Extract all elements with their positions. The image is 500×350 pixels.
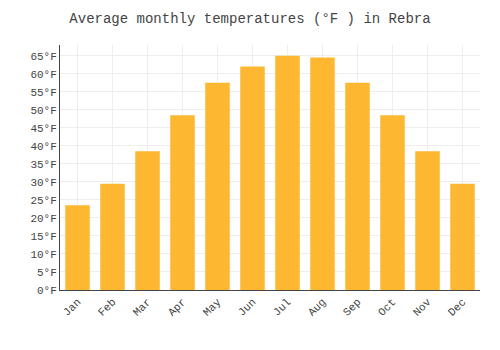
svg-text:25°F: 25°F	[30, 195, 56, 207]
svg-text:65°F: 65°F	[30, 51, 56, 63]
svg-text:Sep: Sep	[341, 296, 363, 318]
svg-text:Nov: Nov	[411, 296, 434, 319]
svg-text:40°F: 40°F	[30, 141, 56, 153]
svg-text:55°F: 55°F	[30, 87, 56, 99]
svg-text:30°F: 30°F	[30, 177, 56, 189]
svg-text:60°F: 60°F	[30, 69, 56, 81]
svg-text:May: May	[201, 296, 224, 319]
svg-text:45°F: 45°F	[30, 123, 56, 135]
svg-text:Jul: Jul	[271, 296, 293, 318]
svg-text:5°F: 5°F	[37, 267, 57, 279]
svg-text:Dec: Dec	[446, 296, 468, 318]
svg-text:Oct: Oct	[376, 296, 398, 318]
svg-text:15°F: 15°F	[30, 231, 56, 243]
svg-text:35°F: 35°F	[30, 159, 56, 171]
svg-text:Jun: Jun	[236, 296, 258, 318]
svg-text:0°F: 0°F	[37, 285, 57, 297]
svg-text:Aug: Aug	[306, 296, 328, 318]
svg-text:10°F: 10°F	[30, 249, 56, 261]
svg-text:Mar: Mar	[131, 296, 153, 318]
svg-text:Average monthly temperatures (: Average monthly temperatures (°F ) in Re…	[69, 11, 430, 27]
svg-text:50°F: 50°F	[30, 105, 56, 117]
svg-text:Feb: Feb	[96, 296, 118, 318]
svg-text:Jan: Jan	[61, 296, 83, 318]
svg-text:Apr: Apr	[166, 296, 188, 318]
svg-text:20°F: 20°F	[30, 213, 56, 225]
